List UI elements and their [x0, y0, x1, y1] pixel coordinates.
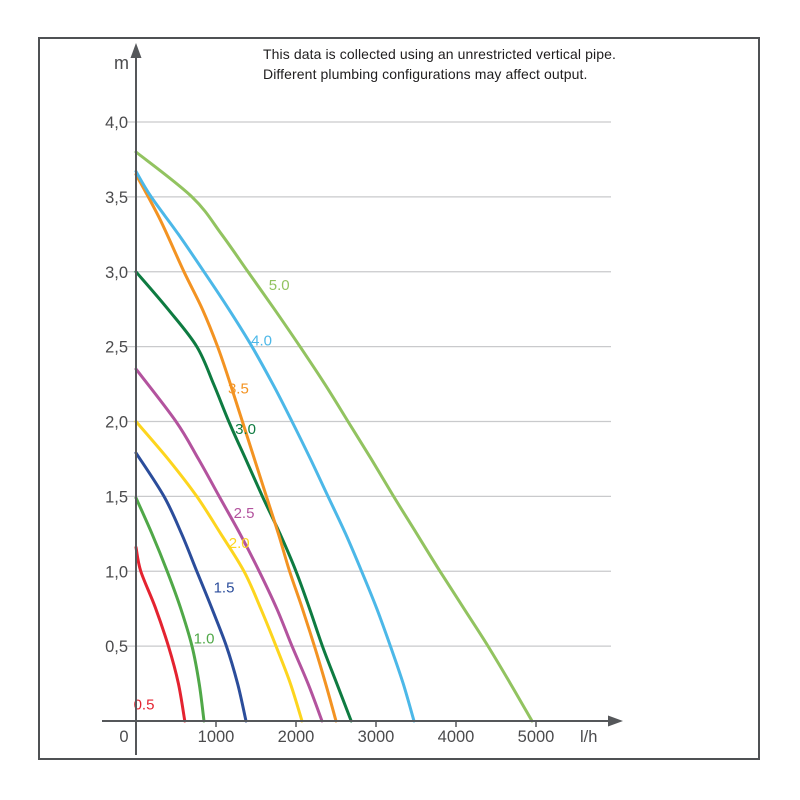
x-tick-label-4000: 4000: [438, 728, 475, 746]
x-tick-label-2000: 2000: [278, 728, 315, 746]
note-line-1: This data is collected using an unrestri…: [263, 46, 616, 62]
pump-curve-2.5: [134, 367, 324, 723]
curve-label-4.0: 4.0: [251, 333, 272, 350]
curve-label-5.0: 5.0: [269, 277, 290, 294]
pump-curve-4.0: [134, 169, 416, 723]
y-axis-arrow-icon: [130, 43, 142, 58]
y-tick-label-1,5: 1,5: [105, 488, 128, 506]
curve-label-3.5: 3.5: [228, 381, 249, 398]
pump-curve-5.0: [134, 150, 534, 723]
y-tick-label-3,5: 3,5: [105, 189, 128, 207]
pump-curve-3.0: [134, 270, 353, 723]
y-tick-label-4,0: 4,0: [105, 114, 128, 132]
y-tick-label-0,5: 0,5: [105, 638, 128, 656]
x-tick-label-origin: 0: [119, 728, 128, 746]
note-text: This data is collected using an unrestri…: [263, 44, 616, 84]
y-tick-label-1,0: 1,0: [105, 563, 128, 581]
y-tick-label-2,5: 2,5: [105, 339, 128, 357]
note-line-2: Different plumbing configurations may af…: [263, 66, 588, 82]
x-tick-label-5000: 5000: [518, 728, 555, 746]
curve-label-0.5: 0.5: [134, 697, 155, 714]
x-tick-label-3000: 3000: [358, 728, 395, 746]
y-axis-unit-label: m: [114, 53, 129, 73]
curve-label-1.0: 1.0: [194, 631, 215, 648]
pump-curve-0.5: [134, 545, 187, 723]
x-tick-label-1000: 1000: [198, 728, 235, 746]
x-axis-arrow-icon: [608, 715, 623, 727]
x-axis-unit-label: l/h: [580, 728, 597, 746]
curve-label-2.5: 2.5: [234, 505, 255, 522]
curve-label-1.5: 1.5: [214, 580, 235, 597]
pump-curve-1.0: [134, 496, 206, 723]
pump-curve-1.5: [134, 451, 248, 723]
pump-curve-2.0: [134, 420, 304, 723]
curve-label-2.0: 2.0: [229, 535, 250, 552]
y-tick-label-2,0: 2,0: [105, 414, 128, 432]
y-tick-label-3,0: 3,0: [105, 264, 128, 282]
curve-label-3.0: 3.0: [235, 421, 256, 438]
pump-curve-3.5: [134, 172, 338, 723]
